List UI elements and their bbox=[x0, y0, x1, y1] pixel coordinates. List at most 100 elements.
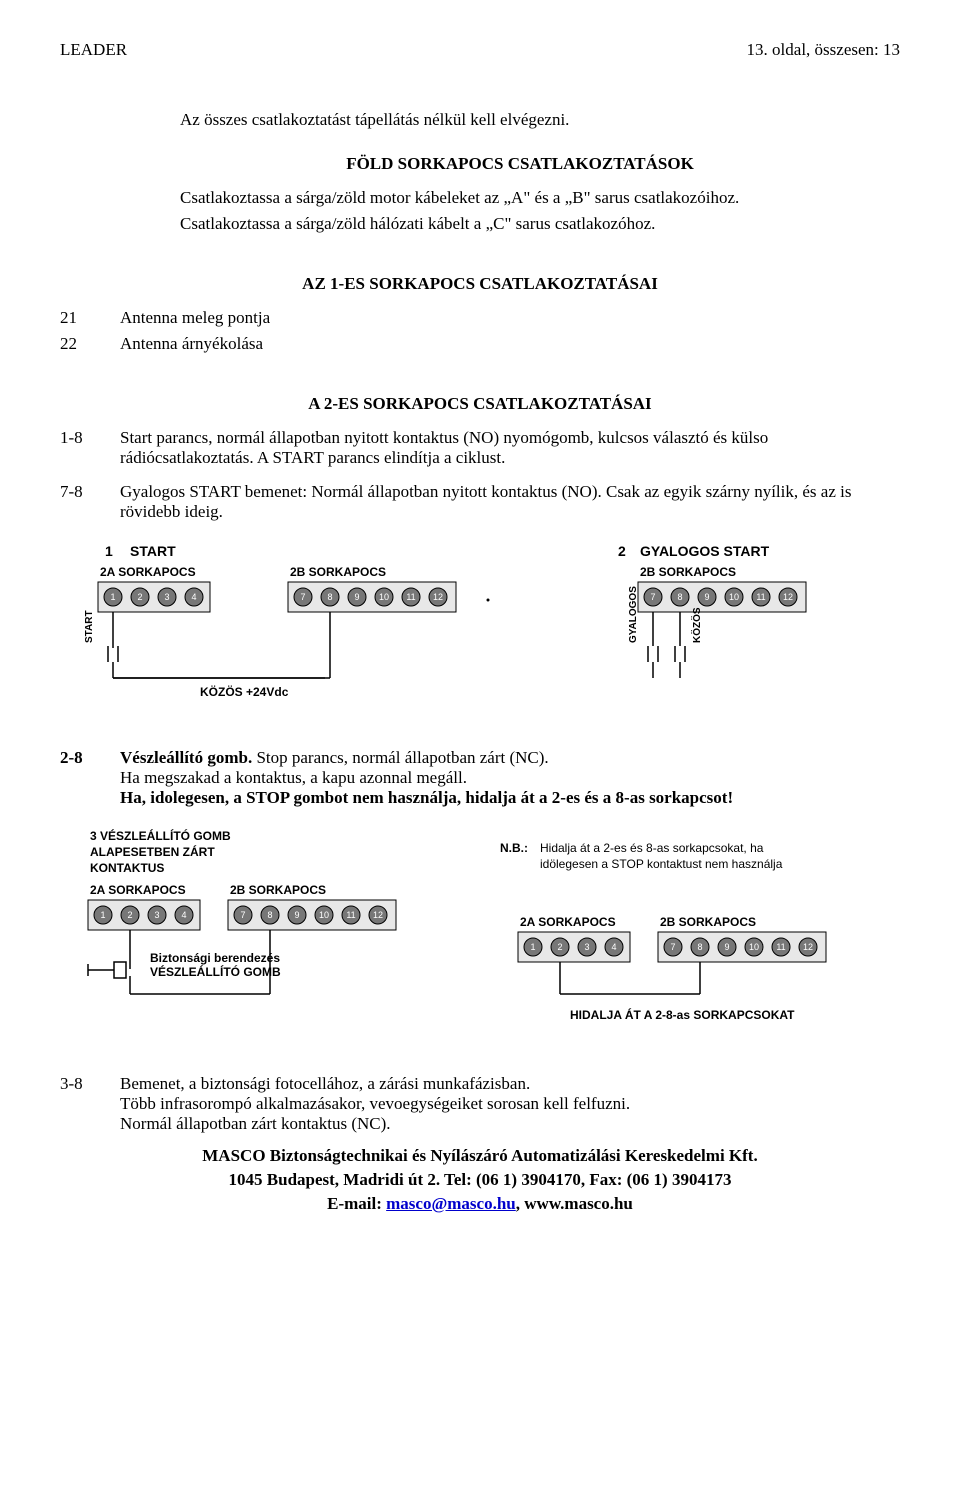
svg-text:7: 7 bbox=[240, 910, 245, 920]
item-text: Start parancs, normál állapotban nyitott… bbox=[120, 428, 900, 468]
svg-text:10: 10 bbox=[749, 942, 759, 952]
intro-block: Az összes csatlakoztatást tápellátás nél… bbox=[180, 110, 860, 234]
page-footer: MASCO Biztonságtechnikai és Nyílászáró A… bbox=[60, 1144, 900, 1215]
intro-line2: Csatlakoztassa a sárga/zöld motor kábele… bbox=[180, 188, 860, 208]
footer-l3a: E-mail: bbox=[327, 1194, 386, 1213]
svg-text:1: 1 bbox=[110, 592, 115, 602]
item-num: 2-8 bbox=[60, 748, 120, 808]
svg-text:11: 11 bbox=[406, 592, 415, 602]
d2l-title2: ALAPESETBEN ZÁRT bbox=[90, 844, 215, 859]
page-header: LEADER 13. oldal, összesen: 13 bbox=[60, 40, 900, 60]
svg-text:11: 11 bbox=[776, 942, 785, 952]
item-text-block: Vészleállító gomb. Stop parancs, normál … bbox=[120, 748, 900, 808]
d1-label-1: 1 bbox=[105, 543, 113, 559]
svg-text:12: 12 bbox=[783, 592, 793, 602]
svg-text:2: 2 bbox=[137, 592, 142, 602]
sec2-item-1-8: 1-8 Start parancs, normál állapotban nyi… bbox=[60, 428, 900, 468]
d1-label-2: 2 bbox=[618, 543, 626, 559]
svg-text:8: 8 bbox=[267, 910, 272, 920]
svg-text:10: 10 bbox=[319, 910, 329, 920]
svg-text:8: 8 bbox=[677, 592, 682, 602]
d1-title-start: START bbox=[130, 543, 176, 559]
i28-l1-bold: Vészleállító gomb. bbox=[120, 748, 252, 767]
item-text: Gyalogos START bemenet: Normál állapotba… bbox=[120, 482, 900, 522]
sec1-item-text: Antenna meleg pontja bbox=[120, 308, 900, 328]
d2r-sub-2b: 2B SORKAPOCS bbox=[660, 915, 756, 929]
diagram1-svg: 1 START 2A SORKAPOCS 1 2 3 4 START 2B SO… bbox=[60, 538, 900, 718]
intro-line1: Az összes csatlakoztatást tápellátás nél… bbox=[180, 110, 860, 130]
header-right: 13. oldal, összesen: 13 bbox=[747, 40, 900, 60]
i38-l2: Több infrasorompó alkalmazásakor, vevoeg… bbox=[120, 1094, 630, 1113]
footer-l3b: , www.masco.hu bbox=[516, 1194, 633, 1213]
footer-email-link[interactable]: masco@masco.hu bbox=[386, 1194, 516, 1213]
svg-text:7: 7 bbox=[670, 942, 675, 952]
sec2-item-3-8: 3-8 Bemenet, a biztonsági fotocellához, … bbox=[60, 1074, 900, 1134]
d2l-sub-2a: 2A SORKAPOCS bbox=[90, 883, 186, 897]
sec1-item-num: 21 bbox=[60, 308, 120, 328]
svg-text:9: 9 bbox=[724, 942, 729, 952]
d1-vlabel-kozos: KÖZÖS bbox=[690, 607, 703, 643]
i38-l3: Normál állapotban zárt kontaktus (NC). bbox=[120, 1114, 391, 1133]
intro-heading: FÖLD SORKAPOCS CSATLAKOZTATÁSOK bbox=[180, 154, 860, 174]
footer-line2: 1045 Budapest, Madridi út 2. Tel: (06 1)… bbox=[60, 1168, 900, 1192]
svg-text:12: 12 bbox=[433, 592, 443, 602]
d2r-nbt2: idölegesen a STOP kontaktust nem használ… bbox=[540, 857, 783, 871]
d1-vlabel-gyalogos: GYALOGOS bbox=[628, 586, 639, 643]
sec1-item-num: 22 bbox=[60, 334, 120, 354]
svg-text:7: 7 bbox=[650, 592, 655, 602]
footer-line3: E-mail: masco@masco.hu, www.masco.hu bbox=[60, 1192, 900, 1216]
svg-text:3: 3 bbox=[584, 942, 589, 952]
svg-text:8: 8 bbox=[697, 942, 702, 952]
item-num: 7-8 bbox=[60, 482, 120, 522]
d2l-note1: Biztonsági berendezés bbox=[150, 951, 280, 965]
item-num: 3-8 bbox=[60, 1074, 120, 1134]
d2r-sub-2a: 2A SORKAPOCS bbox=[520, 915, 616, 929]
diagram-start: 1 START 2A SORKAPOCS 1 2 3 4 START 2B SO… bbox=[60, 538, 900, 718]
svg-text:4: 4 bbox=[181, 910, 186, 920]
svg-text:12: 12 bbox=[373, 910, 383, 920]
svg-text:4: 4 bbox=[611, 942, 616, 952]
d2l-title3: KONTAKTUS bbox=[90, 861, 164, 875]
svg-text:11: 11 bbox=[756, 592, 765, 602]
svg-text:9: 9 bbox=[294, 910, 299, 920]
d2r-bottom: HIDALJA ÁT A 2-8-as SORKAPCSOKAT bbox=[570, 1007, 795, 1022]
i28-l1-rest: Stop parancs, normál állapotban zárt (NC… bbox=[256, 748, 548, 767]
svg-text:3: 3 bbox=[154, 910, 159, 920]
sec1-item-21: 21 Antenna meleg pontja bbox=[60, 308, 900, 328]
footer-line1: MASCO Biztonságtechnikai és Nyílászáró A… bbox=[60, 1144, 900, 1168]
svg-text:1: 1 bbox=[530, 942, 535, 952]
svg-text:11: 11 bbox=[346, 910, 355, 920]
d1-sub-2b-right: 2B SORKAPOCS bbox=[640, 565, 736, 579]
sec2-item-2-8: 2-8 Vészleállító gomb. Stop parancs, nor… bbox=[60, 748, 900, 808]
sec1-item-text: Antenna árnyékolása bbox=[120, 334, 900, 354]
d1-title-gyalogos: GYALOGOS START bbox=[640, 543, 770, 559]
d1-vlabel-start: START bbox=[84, 610, 95, 643]
sec2-heading: A 2-ES SORKAPOCS CSATLAKOZTATÁSAI bbox=[60, 394, 900, 414]
i38-l1: Bemenet, a biztonsági fotocellához, a zá… bbox=[120, 1074, 530, 1093]
svg-text:9: 9 bbox=[354, 592, 359, 602]
d2r-nb: N.B.: bbox=[500, 841, 528, 855]
d1-sub-2a: 2A SORKAPOCS bbox=[100, 565, 196, 579]
svg-text:7: 7 bbox=[300, 592, 305, 602]
svg-text:4: 4 bbox=[191, 592, 196, 602]
sec2-item-7-8: 7-8 Gyalogos START bemenet: Normál állap… bbox=[60, 482, 900, 522]
i28-l2: Ha megszakad a kontaktus, a kapu azonnal… bbox=[120, 768, 467, 787]
d2l-title1: 3 VÉSZLEÁLLÍTÓ GOMB bbox=[90, 828, 231, 843]
i28-l3: Ha, idolegesen, a STOP gombot nem haszná… bbox=[120, 788, 733, 807]
svg-text:2: 2 bbox=[557, 942, 562, 952]
d1-sub-2b: 2B SORKAPOCS bbox=[290, 565, 386, 579]
svg-text:10: 10 bbox=[729, 592, 739, 602]
d2l-sub-2b: 2B SORKAPOCS bbox=[230, 883, 326, 897]
diagram-stop: 3 VÉSZLEÁLLÍTÓ GOMB ALAPESETBEN ZÁRT KON… bbox=[60, 824, 900, 1044]
intro-line3: Csatlakoztassa a sárga/zöld hálózati káb… bbox=[180, 214, 860, 234]
svg-text:9: 9 bbox=[704, 592, 709, 602]
svg-text:1: 1 bbox=[100, 910, 105, 920]
header-left: LEADER bbox=[60, 40, 127, 60]
svg-text:12: 12 bbox=[803, 942, 813, 952]
sec1-item-22: 22 Antenna árnyékolása bbox=[60, 334, 900, 354]
d2l-note2: VÉSZLEÁLLÍTÓ GOMB bbox=[150, 964, 281, 979]
svg-text:3: 3 bbox=[164, 592, 169, 602]
diagram2-svg: 3 VÉSZLEÁLLÍTÓ GOMB ALAPESETBEN ZÁRT KON… bbox=[60, 824, 900, 1044]
sec1-heading: AZ 1-ES SORKAPOCS CSATLAKOZTATÁSAI bbox=[60, 274, 900, 294]
svg-text:2: 2 bbox=[127, 910, 132, 920]
